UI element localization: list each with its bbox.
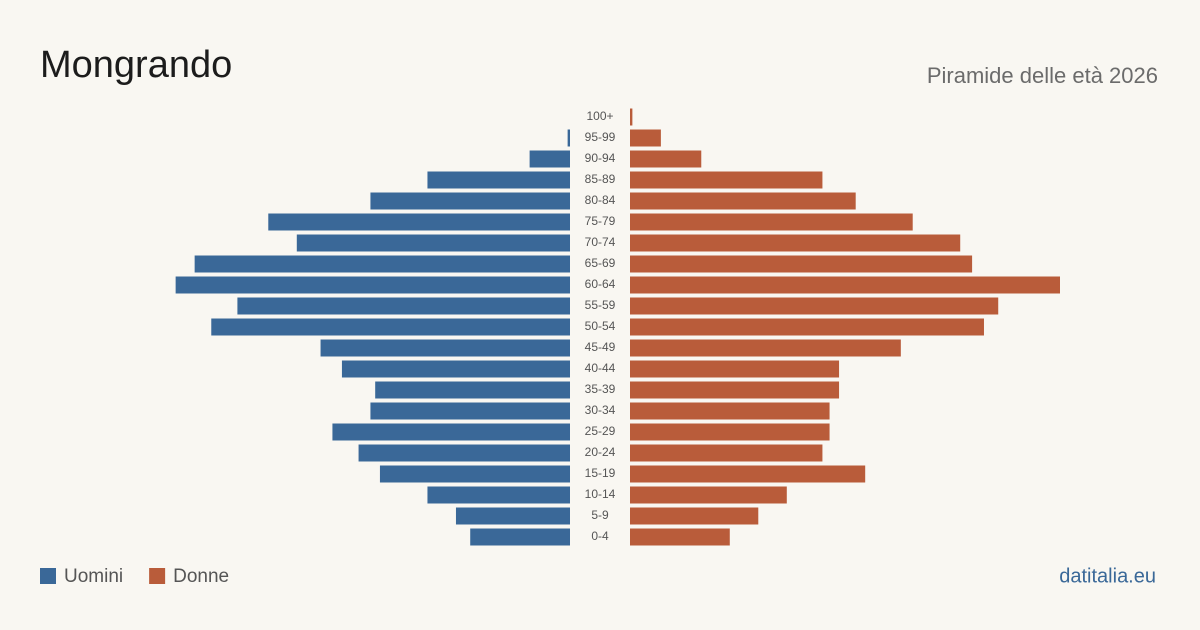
bar [296, 234, 570, 252]
bar [341, 360, 570, 378]
bar [470, 528, 570, 546]
age-label: 90-94 [585, 151, 616, 165]
bar [630, 360, 840, 378]
age-label: 0-4 [591, 529, 609, 543]
age-label: 10-14 [585, 487, 616, 501]
age-label: 65-69 [585, 256, 616, 270]
legend-swatch [149, 568, 166, 584]
legend-swatch [40, 568, 56, 584]
bar [427, 171, 570, 189]
bar [630, 150, 702, 168]
bar [630, 507, 759, 525]
legend-label: Donne [173, 566, 229, 587]
bar [529, 150, 570, 168]
bar [630, 381, 840, 399]
age-label: 80-84 [585, 193, 616, 207]
bar [455, 507, 570, 525]
bar [630, 444, 823, 462]
age-label: 50-54 [585, 319, 616, 333]
source-link[interactable]: datitalia.eu [1059, 565, 1156, 587]
age-label: 70-74 [585, 235, 616, 249]
age-label: 85-89 [585, 172, 616, 186]
bar [630, 276, 1060, 294]
bar [175, 276, 570, 294]
bar [370, 402, 570, 420]
age-label: 60-64 [585, 277, 616, 291]
legend-label: Uomini [64, 566, 123, 587]
age-label: 55-59 [585, 298, 616, 312]
bar [630, 213, 913, 231]
bar [211, 318, 570, 336]
age-label: 95-99 [585, 130, 616, 144]
age-label: 5-9 [591, 508, 609, 522]
bar [630, 297, 999, 315]
bar [427, 486, 570, 504]
age-label: 25-29 [585, 424, 616, 438]
bar [630, 234, 961, 252]
bar [630, 402, 830, 420]
bar [237, 297, 570, 315]
age-label: 15-19 [585, 466, 616, 480]
age-label: 40-44 [585, 361, 616, 375]
age-label: 45-49 [585, 340, 616, 354]
age-label: 75-79 [585, 214, 616, 228]
bar [630, 423, 830, 441]
chart-title: Mongrando [40, 44, 232, 86]
bar [320, 339, 570, 357]
bar [630, 255, 973, 273]
age-label: 30-34 [585, 403, 616, 417]
age-label: 20-24 [585, 445, 616, 459]
chart-subtitle: Piramide delle età 2026 [927, 63, 1158, 88]
bar [630, 318, 984, 336]
bar [630, 486, 787, 504]
age-label: 100+ [586, 109, 613, 123]
bar [379, 465, 570, 483]
bar [370, 192, 570, 210]
bar [630, 528, 730, 546]
bar [630, 192, 856, 210]
bar [630, 108, 633, 126]
bar [630, 171, 823, 189]
bar [358, 444, 570, 462]
bar [375, 381, 570, 399]
bar [567, 129, 570, 147]
bar [194, 255, 571, 273]
bar [332, 423, 570, 441]
age-label: 35-39 [585, 382, 616, 396]
bar [630, 465, 866, 483]
bar [630, 129, 661, 147]
bar [268, 213, 570, 231]
bar [630, 339, 901, 357]
